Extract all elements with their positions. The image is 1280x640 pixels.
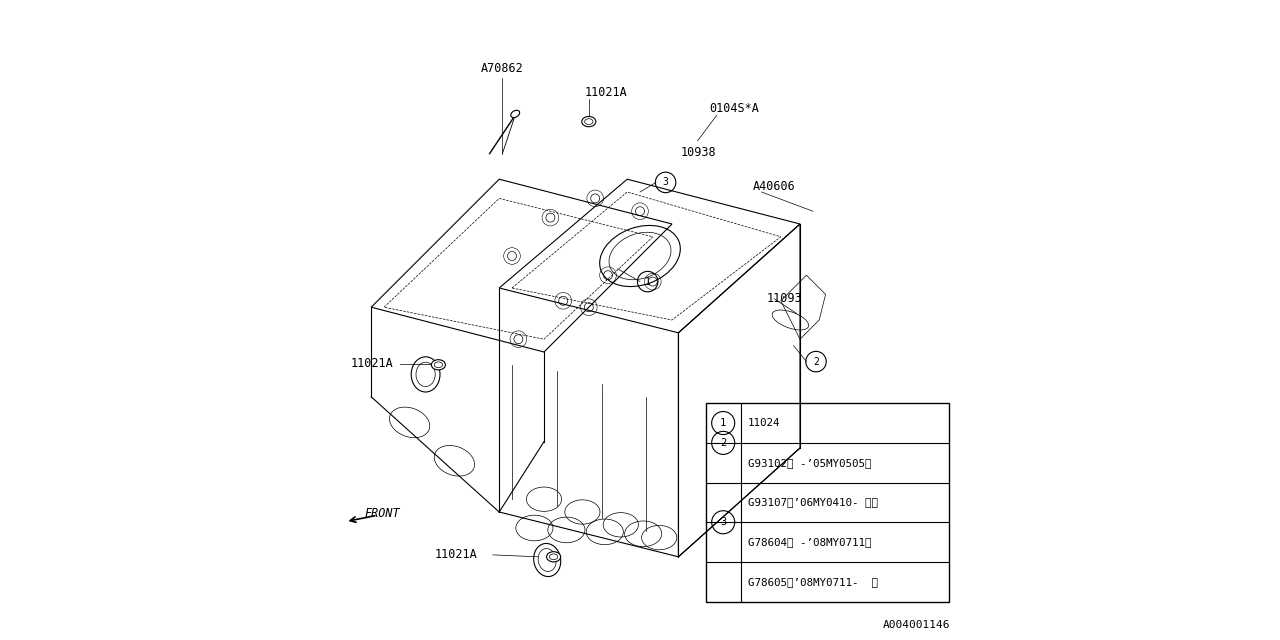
- Text: FRONT: FRONT: [365, 508, 401, 520]
- Text: 10938: 10938: [681, 146, 717, 159]
- Ellipse shape: [431, 360, 445, 370]
- Text: 11093: 11093: [767, 292, 801, 305]
- Text: 3: 3: [663, 177, 668, 188]
- Text: 2: 2: [813, 356, 819, 367]
- Text: 11021A: 11021A: [351, 357, 394, 370]
- Text: 2: 2: [721, 438, 726, 448]
- Text: 3: 3: [721, 517, 726, 527]
- Text: A70862: A70862: [481, 62, 524, 75]
- Text: 1: 1: [645, 276, 650, 287]
- Text: A40606: A40606: [753, 180, 796, 193]
- Text: 11021A: 11021A: [585, 86, 627, 99]
- Text: G93102（ -’05MY0505）: G93102（ -’05MY0505）: [748, 458, 870, 468]
- Text: A004001146: A004001146: [883, 620, 950, 630]
- Text: 11024: 11024: [748, 418, 780, 428]
- Text: 0104S*A: 0104S*A: [709, 102, 759, 115]
- Text: G93107（’06MY0410- 　）: G93107（’06MY0410- ）: [748, 497, 878, 508]
- Text: G78605（’08MY0711-  ）: G78605（’08MY0711- ）: [748, 577, 878, 587]
- Ellipse shape: [581, 116, 595, 127]
- Ellipse shape: [511, 110, 520, 118]
- Text: 1: 1: [721, 418, 726, 428]
- Ellipse shape: [547, 552, 561, 562]
- Text: 11021A: 11021A: [435, 548, 477, 561]
- Text: G78604（ -’08MY0711）: G78604（ -’08MY0711）: [748, 537, 870, 547]
